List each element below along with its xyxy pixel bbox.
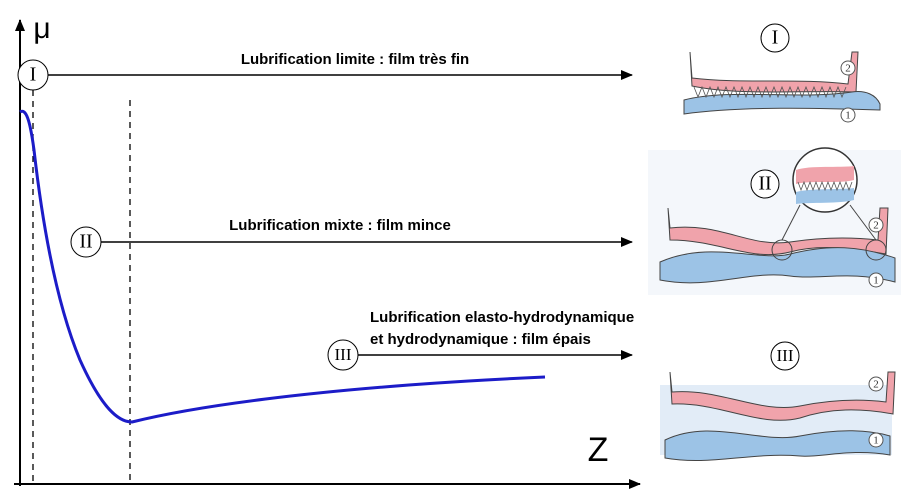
zoom-line: [849, 204, 877, 241]
numeral: II: [758, 173, 771, 195]
numeral: III: [777, 346, 794, 365]
regime-label: Lubrification elasto-hydrodynamique: [370, 309, 634, 326]
marker: 1: [873, 435, 879, 447]
marker: 1: [873, 275, 879, 287]
zoom-surface-1: [796, 188, 854, 204]
asperities: [797, 180, 853, 192]
marker-circle: [868, 376, 884, 392]
marker: 2: [873, 220, 879, 232]
zoom-surface-2: [796, 166, 854, 184]
surface-2: [669, 371, 896, 421]
marker-circle: [868, 217, 884, 233]
marker: 2: [845, 63, 851, 75]
surface-2: [667, 207, 889, 256]
regime-label: Lubrification limite : film très fin: [241, 51, 469, 68]
marker-circle: [840, 107, 856, 123]
surface-2: [689, 51, 859, 93]
marker-circle: [868, 432, 884, 448]
numeral-circle: [750, 169, 780, 199]
surface-1: [683, 91, 881, 115]
marker: 1: [845, 110, 851, 122]
y-axis-label: μ: [33, 12, 50, 45]
asperities: [693, 85, 847, 99]
marker-circle: [868, 272, 884, 288]
marker-circle: [840, 60, 856, 76]
stribeck-curve: [19, 109, 546, 424]
illustration: III 2 1: [660, 341, 896, 461]
surface-1: [664, 430, 891, 461]
regime-label: Lubrification mixte : film mince: [229, 217, 451, 234]
zoom-line: [781, 204, 801, 241]
surface-1: [659, 247, 896, 284]
numeral: III: [335, 345, 352, 364]
numeral: I: [30, 64, 37, 86]
numeral-circle: [760, 23, 790, 53]
x-axis-label: Z: [588, 431, 609, 469]
illustration: II 2 1: [648, 147, 901, 295]
illustration: I 2 1: [683, 23, 881, 123]
numeral: I: [772, 27, 779, 49]
marker: 2: [873, 379, 879, 391]
numeral-circle: [770, 341, 800, 371]
regime-label: et hydrodynamique : film épais: [370, 331, 591, 348]
numeral: II: [79, 231, 92, 253]
